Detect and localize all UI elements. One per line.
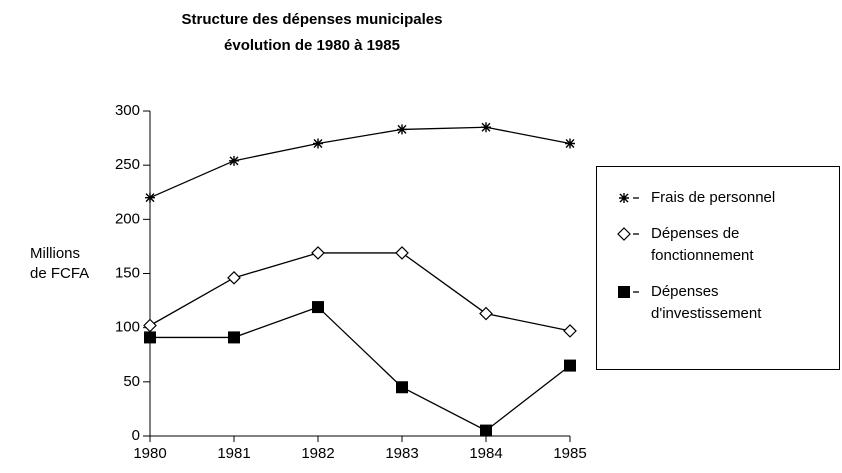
marker [619, 193, 629, 203]
marker [481, 122, 491, 133]
marker [396, 381, 408, 394]
x-tick-label: 1981 [217, 445, 250, 462]
legend-entry: Dépenses de fonctionnement [617, 223, 829, 267]
y-tick-label: 250 [115, 156, 140, 173]
series-line [150, 306, 571, 432]
marker [144, 331, 156, 344]
marker [565, 138, 575, 149]
legend-entry: Frais de personnel [617, 187, 829, 209]
marker [229, 155, 239, 166]
chart-subtitle: évolution de 1980 à 1985 [224, 37, 400, 54]
legend-icon [617, 227, 639, 241]
x-tick-label: 1985 [553, 445, 586, 462]
marker [397, 124, 407, 135]
x-tick-label: 1983 [385, 445, 418, 462]
x-tick-label: 1980 [133, 445, 166, 462]
y-tick-label: 200 [115, 210, 140, 227]
y-tick-label: 0 [132, 427, 140, 444]
marker [313, 138, 323, 149]
x-tick-label: 1982 [301, 445, 334, 462]
marker [480, 424, 492, 437]
marker [563, 324, 577, 338]
legend-label: Frais de personnel [651, 189, 776, 206]
x-tick-label: 1984 [469, 445, 502, 462]
marker [618, 286, 630, 298]
legend-label: Dépenses d'investissement [651, 283, 762, 322]
chart-title: Structure des dépenses municipales [182, 11, 443, 28]
marker [227, 270, 241, 285]
series-line [149, 252, 571, 332]
marker [143, 318, 157, 333]
legend-icon [618, 286, 639, 298]
legend-label: Dépenses de fonctionnement [651, 225, 754, 264]
series-line [149, 126, 571, 199]
y-tick-label: 100 [115, 319, 140, 336]
legend-entry: Dépenses d'investissement [617, 281, 829, 325]
marker [617, 227, 631, 241]
y-axis-label: Millions de FCFA [30, 245, 90, 282]
y-tick-label: 50 [123, 373, 140, 390]
legend-icon [619, 193, 639, 203]
marker [228, 331, 240, 344]
marker [479, 306, 493, 321]
marker [395, 246, 409, 260]
legend: Frais de personnel Dépenses de fonctionne… [596, 166, 840, 370]
marker [312, 301, 324, 314]
y-tick-label: 300 [115, 102, 140, 119]
marker [311, 246, 325, 260]
marker [564, 359, 576, 372]
marker [145, 192, 155, 203]
y-tick-label: 150 [115, 264, 140, 281]
